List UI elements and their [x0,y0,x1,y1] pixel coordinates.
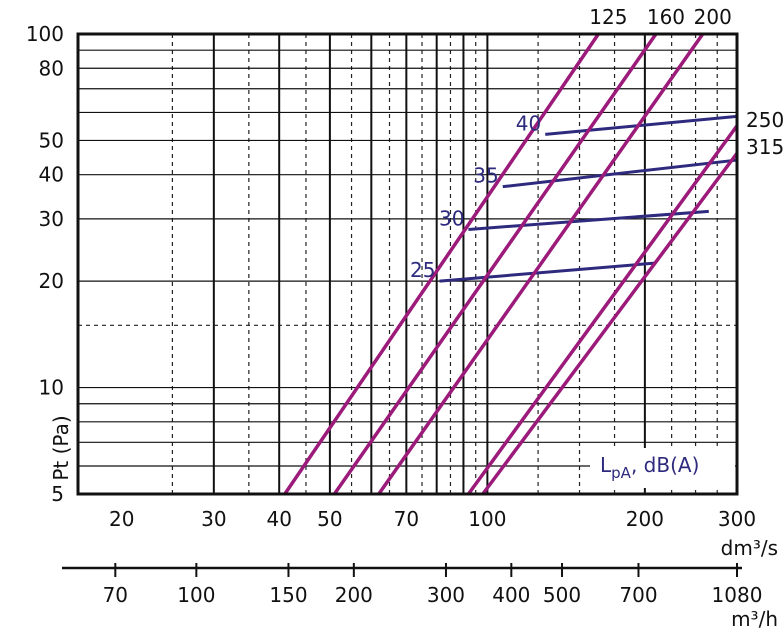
x-tick-label: 70 [394,507,419,531]
secondary-tick-label: 400 [492,583,530,607]
secondary-tick-label: 150 [269,583,307,607]
y-tick-label: 5 [51,482,64,506]
sound-level-line [502,158,738,189]
x-tick-label: 20 [109,507,134,531]
sound-level-label: 25 [410,258,435,282]
y-tick-label: 20 [39,269,64,293]
y-axis-label: Pt (Pa) [49,415,73,480]
series-lines [283,32,739,496]
secondary-tick-label: 200 [335,583,373,607]
secondary-x-axis: 70 100 150 200 300 400 500 700 1080 [62,563,762,607]
series-line [377,32,705,496]
sound-level-line [545,114,738,136]
y-tick-label: 40 [39,163,64,187]
legend-label: LpA, dB(A) [600,453,699,482]
series-line [332,32,658,496]
series-label: 315 [746,135,784,159]
plot-border [76,32,739,496]
secondary-tick-label: 100 [177,583,215,607]
x-tick-label: 200 [626,507,664,531]
series-label: 125 [589,5,627,29]
series-line [283,33,600,495]
sound-level-label: 30 [439,206,464,230]
x-tick-label: 100 [468,507,506,531]
sound-level-line [439,261,657,283]
x-tick-label: 300 [718,507,756,531]
x-axis-unit-primary: dm³/s [721,536,778,560]
x-tick-label: 40 [266,507,291,531]
y-tick-label: 100 [26,22,64,46]
secondary-tick-label: 500 [543,583,581,607]
y-tick-label: 50 [39,128,64,152]
series-line [467,124,739,496]
sound-level-line [468,209,709,231]
series-line [481,152,739,496]
legend-background [590,448,735,488]
sound-level-label: 35 [473,164,498,188]
sound-level-label: 40 [516,111,541,135]
series-label: 200 [694,5,732,29]
secondary-tick-label: 700 [619,583,657,607]
plot-frame [76,32,739,496]
x-axis-unit-secondary: m³/h [731,607,778,631]
series-label: 160 [647,5,685,29]
series-label: 250 [746,108,784,132]
y-tick-label: 30 [39,207,64,231]
x-tick-label: 50 [317,507,342,531]
y-tick-label: 10 [39,376,64,400]
x-tick-label: 30 [201,507,226,531]
chart-labels: 5 10 20 30 40 50 80 100 20 30 40 50 70 100 200 300 125 16… [26,5,784,531]
secondary-tick-label: 300 [427,583,465,607]
secondary-tick-label: 70 [103,583,128,607]
y-tick-label: 80 [39,56,64,80]
secondary-tick-label: 1080 [712,583,763,607]
